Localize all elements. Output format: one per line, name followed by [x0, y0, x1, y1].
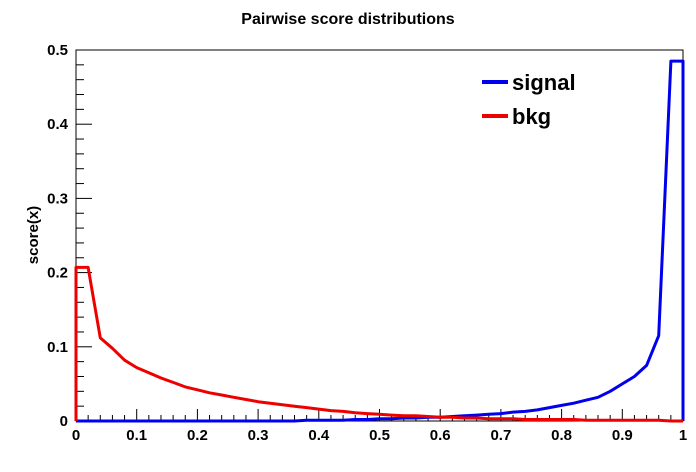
legend: signal bkg: [482, 70, 576, 129]
series-lines: [74, 59, 685, 423]
x-tick-label: 0.2: [187, 427, 208, 444]
series-line-signal: [76, 59, 685, 423]
x-tick-label: 0.7: [490, 427, 511, 444]
axis-ticks: [75, 49, 684, 422]
y-tick-label: 0.4: [47, 116, 69, 133]
x-tick-label: 0.3: [248, 427, 269, 444]
legend-label-bkg: bkg: [512, 104, 551, 129]
legend-label-signal: signal: [512, 70, 576, 95]
x-tick-label: 0.5: [369, 427, 390, 444]
y-tick-label: 0: [60, 413, 68, 430]
x-tick-label: 0.6: [430, 427, 451, 444]
plot-frame: [75, 49, 684, 422]
x-tick-label: 0.4: [308, 427, 330, 444]
x-tick-label: 0.1: [126, 427, 147, 444]
y-tick-label: 0.2: [47, 265, 68, 282]
y-tick-label: 0.1: [47, 339, 68, 356]
tick-labels: 0 0.1 0.2 0.3 0.4 0.5 0.6 0.7 0.8 0.9 1 0 0.1 0.2 0.3 0…: [47, 42, 687, 444]
x-tick-label: 0.9: [612, 427, 633, 444]
y-tick-label: 0.5: [47, 42, 68, 59]
x-tick-label: 0: [72, 427, 80, 444]
x-tick-label: 1: [679, 427, 687, 444]
y-axis-title: score(x): [25, 206, 42, 264]
chart-title: Pairwise score distributions: [241, 11, 455, 28]
series-line-bkg: [74, 265, 683, 423]
x-tick-label: 0.8: [551, 427, 572, 444]
y-tick-label: 0.3: [47, 190, 68, 207]
